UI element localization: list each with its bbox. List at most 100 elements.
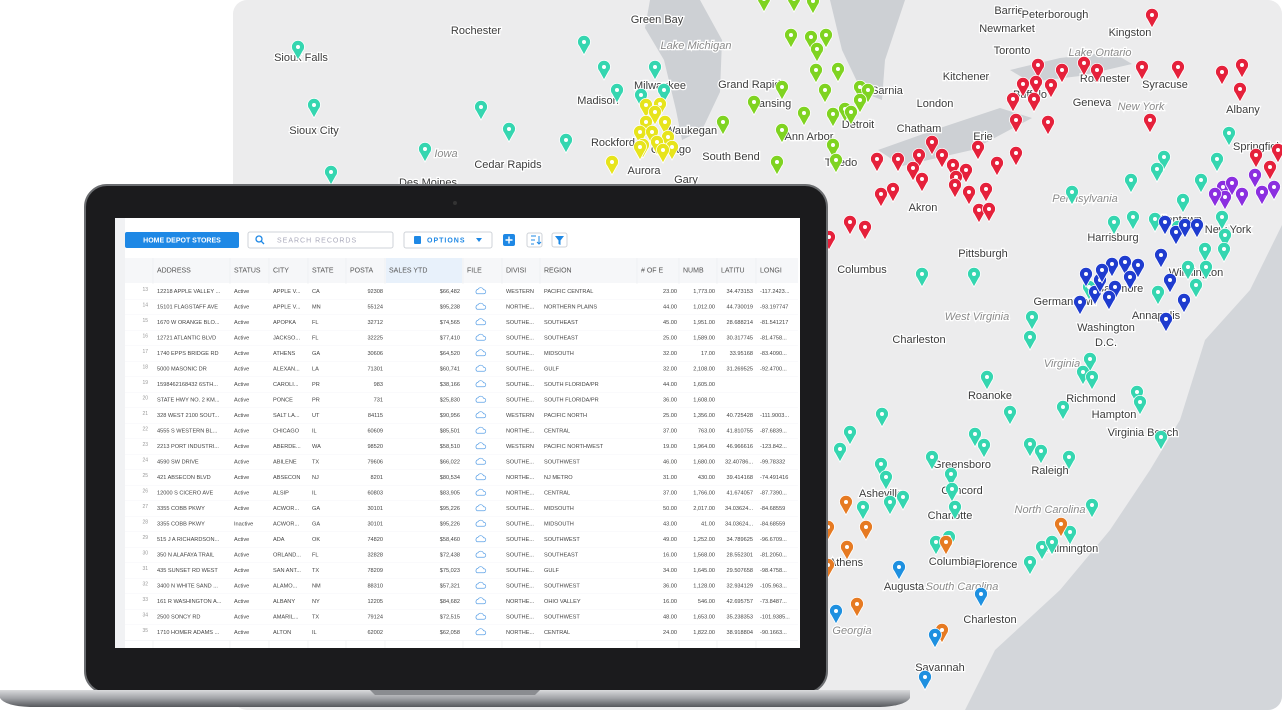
file-icon[interactable] [475, 349, 487, 357]
table-row[interactable] [125, 516, 798, 533]
map-pin[interactable] [648, 59, 662, 81]
map-pin[interactable] [859, 519, 873, 541]
file-icon[interactable] [475, 442, 487, 450]
column-header[interactable]: # OF E [641, 267, 664, 274]
map-pin[interactable] [502, 121, 516, 143]
map-pin[interactable] [775, 79, 789, 101]
map-pin[interactable] [1083, 351, 1097, 373]
map-pin[interactable] [874, 186, 888, 208]
map-pin[interactable] [1063, 524, 1077, 546]
map-pin[interactable] [946, 157, 960, 179]
table-row[interactable] [125, 377, 798, 393]
table-row[interactable] [125, 532, 798, 548]
column-header[interactable]: SALES YTD [389, 267, 427, 274]
table-row[interactable] [125, 392, 798, 409]
map-pin[interactable] [833, 441, 847, 463]
map-pin[interactable] [656, 142, 670, 164]
map-pin[interactable] [1157, 149, 1171, 171]
map-pin[interactable] [775, 122, 789, 144]
map-pin[interactable] [645, 124, 659, 146]
search-box[interactable] [247, 231, 394, 249]
map-pin[interactable] [1035, 539, 1049, 561]
map-pin[interactable] [1085, 369, 1099, 391]
map-pin[interactable] [1263, 159, 1277, 181]
map-pin[interactable] [1210, 151, 1224, 173]
map-pin[interactable] [1126, 209, 1140, 231]
table-row[interactable] [125, 609, 798, 626]
map-pin[interactable] [840, 539, 854, 561]
map-pin[interactable] [1073, 294, 1087, 316]
map-pin[interactable] [784, 27, 798, 49]
map-pin[interactable] [559, 132, 573, 154]
map-pin[interactable] [1077, 55, 1091, 77]
map-pin[interactable] [757, 0, 771, 13]
map-pin[interactable] [977, 437, 991, 459]
file-icon[interactable] [475, 287, 487, 295]
map-pin[interactable] [634, 87, 648, 109]
map-pin[interactable] [826, 106, 840, 128]
map-pin[interactable] [1065, 184, 1079, 206]
map-pin[interactable] [1045, 534, 1059, 556]
table-row[interactable] [125, 299, 798, 316]
map-pin[interactable] [858, 219, 872, 241]
column-header[interactable]: NUMB [683, 267, 704, 274]
map-pin[interactable] [1056, 399, 1070, 421]
map-pin[interactable] [1031, 57, 1045, 79]
table-row[interactable] [125, 547, 798, 564]
file-icon[interactable] [475, 628, 487, 636]
column-header[interactable]: FILE [467, 267, 482, 274]
map-pin[interactable] [1006, 91, 1020, 113]
file-icon[interactable] [475, 380, 487, 388]
map-pin[interactable] [1233, 81, 1247, 103]
map-pin[interactable] [915, 266, 929, 288]
map-pin[interactable] [1215, 209, 1229, 231]
column-header[interactable]: REGION [544, 267, 572, 274]
map-pin[interactable] [915, 171, 929, 193]
map-pin[interactable] [1041, 114, 1055, 136]
map-pin[interactable] [844, 104, 858, 126]
map-pin[interactable] [1235, 57, 1249, 79]
map-pin[interactable] [1218, 227, 1232, 249]
map-pin[interactable] [1177, 292, 1191, 314]
map-pin[interactable] [896, 489, 910, 511]
map-pin[interactable] [1222, 125, 1236, 147]
map-pin[interactable] [1217, 241, 1231, 263]
map-pin[interactable] [843, 214, 857, 236]
map-pin[interactable] [918, 669, 932, 691]
column-header[interactable]: ADDRESS [157, 267, 191, 274]
map-pin[interactable] [1198, 241, 1212, 263]
map-pin[interactable] [474, 99, 488, 121]
map-pin[interactable] [1023, 554, 1037, 576]
table-row[interactable] [125, 563, 798, 579]
map-pin[interactable] [831, 61, 845, 83]
table-row[interactable] [125, 361, 798, 378]
map-pin[interactable] [1009, 112, 1023, 134]
table-row[interactable] [125, 594, 798, 610]
map-pin[interactable] [804, 29, 818, 51]
map-pin[interactable] [1248, 167, 1262, 189]
map-pin[interactable] [1249, 147, 1263, 169]
map-pin[interactable] [658, 114, 672, 136]
map-pin[interactable] [948, 177, 962, 199]
map-pin[interactable] [1143, 112, 1157, 134]
map-pin[interactable] [935, 147, 949, 169]
map-pin[interactable] [925, 134, 939, 156]
map-pin[interactable] [1118, 254, 1132, 276]
map-pin[interactable] [818, 82, 832, 104]
file-icon[interactable] [475, 473, 487, 481]
map-pin[interactable] [891, 151, 905, 173]
file-icon[interactable] [475, 488, 487, 496]
map-pin[interactable] [1016, 76, 1030, 98]
map-pin[interactable] [861, 82, 875, 104]
file-icon[interactable] [475, 504, 487, 512]
map-pin[interactable] [870, 151, 884, 173]
map-pin[interactable] [945, 481, 959, 503]
map-pin[interactable] [906, 160, 920, 182]
map-pin[interactable] [939, 534, 953, 556]
map-pin[interactable] [1271, 142, 1282, 164]
map-pin[interactable] [806, 0, 820, 15]
file-icon[interactable] [475, 411, 487, 419]
table-row[interactable] [125, 284, 798, 300]
map-pin[interactable] [875, 406, 889, 428]
map-pin[interactable] [324, 164, 338, 186]
